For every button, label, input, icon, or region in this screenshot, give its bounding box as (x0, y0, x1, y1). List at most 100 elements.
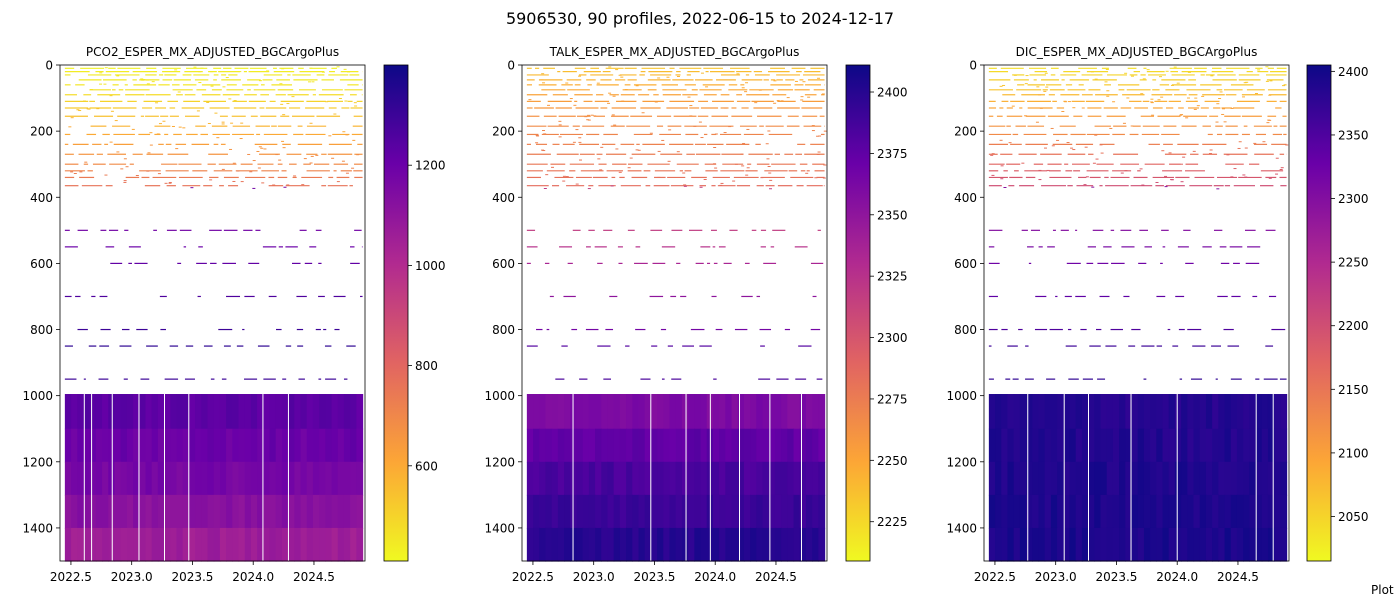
deep-layer-cell (1125, 394, 1133, 430)
deep-layer-cell (1150, 527, 1157, 562)
deep-layer-cell (564, 527, 571, 562)
y-tick-label: 1200 (946, 455, 977, 469)
x-tick-label: 2024.5 (293, 570, 335, 584)
deep-layer-cell (768, 461, 776, 496)
deep-layer-cell (1230, 527, 1238, 562)
deep-layer-cell (750, 527, 757, 562)
deep-layer-cell (576, 394, 584, 430)
deep-layer-cell (731, 527, 739, 562)
deep-layer-cell (774, 461, 782, 496)
deep-layer-cell (1205, 394, 1213, 430)
deep-layer-cell (638, 428, 646, 463)
deep-layer-cell (1019, 428, 1027, 463)
deep-layer-cell (238, 394, 246, 430)
deep-layer-cell (675, 527, 683, 562)
y-tick-label: 1200 (484, 455, 515, 469)
deep-layer-cell (269, 461, 277, 496)
deep-layer-cell (1106, 394, 1114, 430)
deep-layer-cell (1119, 527, 1126, 562)
deep-layer-cell (1267, 394, 1275, 430)
colorbar-tick-label: 2225 (877, 515, 908, 529)
deep-layer-cell (188, 494, 196, 529)
deep-layer-cell (238, 494, 246, 529)
deep-layer-cell (812, 494, 819, 529)
chart-panel-2: TALK_ESPER_MX_ADJUSTED_BGCArgoPlus 2022.5… (484, 45, 907, 584)
deep-layer-cell (669, 394, 677, 430)
deep-layer-cell (582, 527, 590, 562)
deep-layer-cell (533, 461, 540, 496)
deep-layer-cell (182, 494, 190, 529)
deep-layer-cell (319, 527, 326, 562)
deep-layer-cell (601, 494, 609, 529)
deep-layer-cell (1218, 527, 1226, 562)
deep-layer-cell (95, 394, 103, 430)
x-tick-label: 2023.5 (171, 570, 213, 584)
deep-layer-cell (725, 428, 733, 463)
deep-layer-cell (595, 461, 602, 496)
deep-layer-cell (570, 494, 578, 529)
deep-layer-cell (712, 428, 720, 463)
deep-layer-cell (675, 461, 683, 496)
deep-layer-cell (288, 428, 295, 463)
deep-layer-cell (1057, 461, 1064, 496)
deep-layer-cell (712, 394, 720, 430)
deep-layer-cell (1007, 494, 1015, 529)
deep-layer-cell (675, 428, 683, 463)
y-tick-label: 1400 (946, 521, 977, 535)
deep-layer-cell (663, 527, 671, 562)
deep-layer-cell (526, 428, 534, 463)
deep-layer-cell (343, 494, 351, 529)
deep-layer-cell (805, 527, 813, 562)
deep-layer-cell (238, 461, 246, 496)
colorbar-tick-label: 2200 (1338, 319, 1369, 333)
deep-layer-cell (1026, 428, 1033, 463)
deep-layer-cell (263, 394, 271, 430)
deep-layer-cell (275, 527, 283, 562)
deep-layer-cell (1001, 494, 1009, 529)
deep-layer-cell (1199, 527, 1207, 562)
deep-layer-cell (1069, 461, 1077, 496)
deep-layer-cell (114, 428, 122, 463)
deep-layer-cell (1094, 494, 1102, 529)
deep-layer-cell (1044, 494, 1052, 529)
deep-layer-cell (1038, 394, 1046, 430)
deep-layer-cell (1044, 394, 1052, 430)
deep-layer-cell (787, 494, 795, 529)
deep-layer-cell (1255, 394, 1263, 430)
deep-layer-cell (319, 394, 326, 430)
deep-layer-cell (114, 494, 122, 529)
deep-layer-cell (226, 527, 233, 562)
deep-layer-cell (688, 394, 695, 430)
deep-layer-cell (657, 527, 664, 562)
deep-layer-cell (1174, 461, 1182, 496)
deep-layer-cell (995, 461, 1002, 496)
deep-layer-cell (582, 394, 590, 430)
deep-layer-cell (1137, 394, 1145, 430)
deep-layer-cell (343, 527, 351, 562)
deep-layer-cell (312, 527, 320, 562)
deep-layer-cell (526, 494, 534, 529)
colorbar (1306, 64, 1332, 562)
y-tick-label: 400 (954, 191, 977, 205)
deep-layer-cell (731, 494, 739, 529)
deep-layer-cell (219, 428, 227, 463)
deep-layer-cell (281, 428, 289, 463)
y-tick-label: 0 (45, 59, 53, 73)
deep-layer-cell (257, 527, 264, 562)
deep-layer-cell (1100, 428, 1108, 463)
deep-layer-cell (663, 494, 671, 529)
deep-layer-cell (1038, 527, 1046, 562)
x-tick-label: 2023.5 (633, 570, 675, 584)
deep-layer-cell (632, 428, 640, 463)
deep-layer-cell (269, 494, 277, 529)
deep-layer-cell (601, 461, 609, 496)
colorbar-tick-label: 2150 (1338, 383, 1369, 397)
deep-layer-cell (1094, 428, 1102, 463)
deep-layer-cell (700, 394, 708, 430)
deep-layer-cell (294, 494, 302, 529)
deep-layer-cell (226, 428, 233, 463)
deep-layer-cell (1230, 461, 1238, 496)
deep-layer-cell (995, 428, 1002, 463)
deep-layer-cell (1174, 527, 1182, 562)
